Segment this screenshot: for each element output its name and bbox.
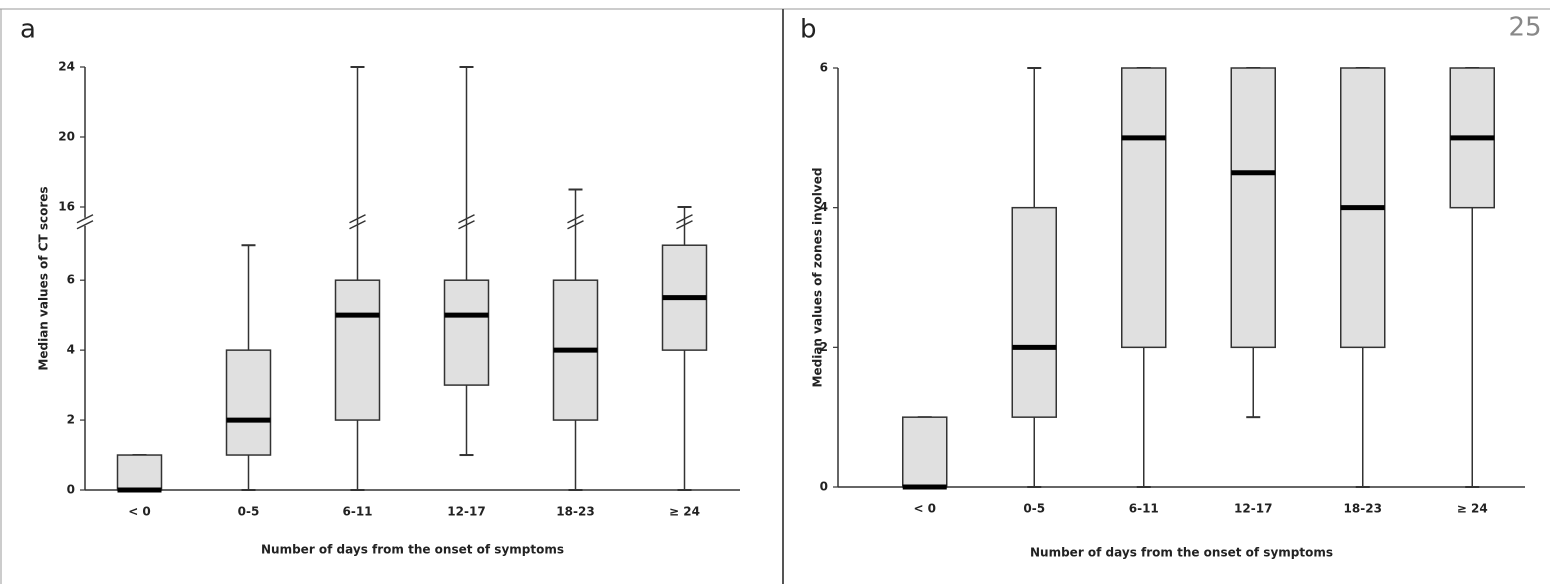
x-tick-label: ≥ 24 (669, 505, 700, 519)
y-axis-title: Median values of zones involved (811, 168, 825, 388)
break-mark (349, 220, 366, 230)
x-tick-label: 12-17 (447, 505, 485, 519)
break-mark (676, 220, 693, 230)
x-tick-label: 0-5 (238, 505, 260, 519)
break-mark (76, 214, 94, 224)
y-tick-label: 4 (820, 200, 828, 214)
y-tick-label: 24 (58, 60, 75, 74)
y-axis-title: Median values of CT scores (37, 186, 51, 370)
break-mark (567, 214, 584, 224)
y-tick-label: 4 (67, 343, 75, 357)
break-mark (458, 220, 475, 230)
break-mark (676, 214, 693, 224)
break-mark (458, 214, 475, 224)
x-tick-label: ≥ 24 (1457, 502, 1488, 516)
box (1011, 206, 1057, 418)
panel-label: a (20, 15, 36, 45)
x-tick-label: < 0 (128, 505, 151, 519)
y-tick-label: 2 (820, 340, 828, 354)
box (334, 279, 381, 421)
box (225, 349, 272, 456)
box (902, 416, 948, 488)
y-tick-label: 6 (67, 273, 75, 287)
box (443, 279, 490, 386)
x-tick-label: 12-17 (1234, 502, 1272, 516)
box (1121, 67, 1167, 349)
break-mark (567, 220, 584, 230)
x-axis-title: Number of days from the onset of symptom… (1030, 546, 1333, 560)
x-axis-title: Number of days from the onset of symptom… (261, 543, 564, 557)
break-mark (76, 220, 94, 230)
page-number: 25 (1508, 13, 1541, 43)
box (116, 454, 163, 491)
x-tick-label: 6-11 (342, 505, 372, 519)
y-tick-label: 2 (67, 413, 75, 427)
x-tick-label: 6-11 (1129, 502, 1159, 516)
box (1230, 67, 1276, 349)
x-tick-label: < 0 (913, 502, 936, 516)
y-tick-label: 0 (67, 483, 75, 497)
x-tick-label: 18-23 (556, 505, 594, 519)
axis-gap (83, 217, 87, 226)
break-mark (349, 214, 366, 224)
y-tick-label: 6 (820, 61, 828, 75)
y-tick-label: 20 (58, 129, 75, 143)
x-tick-label: 0-5 (1023, 502, 1045, 516)
y-tick-label: 16 (58, 199, 75, 213)
y-tick-label: 0 (820, 480, 828, 494)
x-tick-label: 18-23 (1344, 502, 1382, 516)
panel-label: b (800, 15, 817, 45)
